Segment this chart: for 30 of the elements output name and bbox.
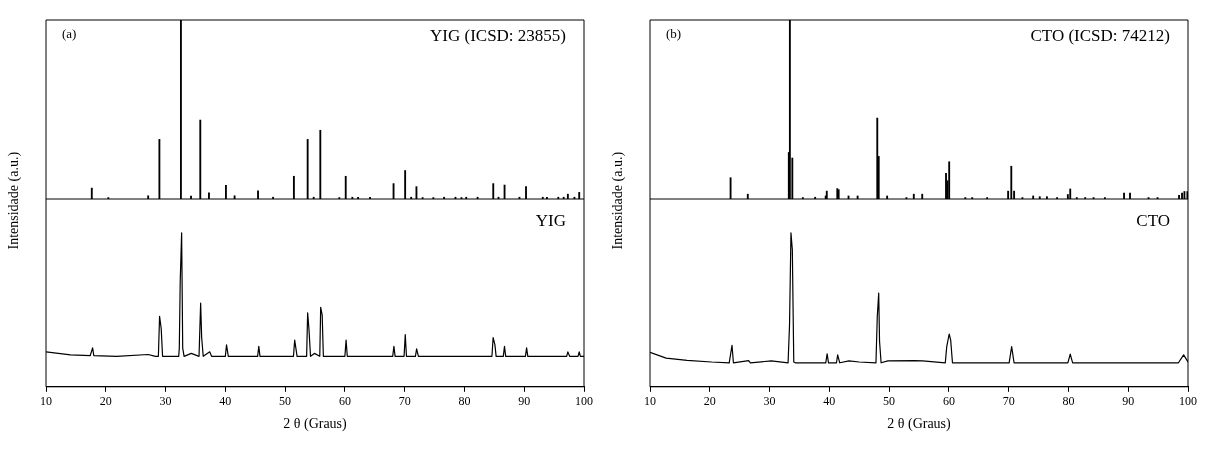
text: YIG bbox=[535, 210, 566, 230]
x-tick-label: 40 bbox=[219, 394, 232, 409]
x-tick-label: 80 bbox=[1062, 394, 1075, 409]
x-tick-label: 40 bbox=[823, 394, 836, 409]
x-tick-label: 10 bbox=[40, 394, 52, 409]
x-axis-title: 2 θ (Graus) bbox=[283, 416, 348, 433]
x-tick-label: 80 bbox=[458, 394, 471, 409]
x-tick-label: 60 bbox=[338, 394, 351, 409]
x-tick-label: 30 bbox=[159, 394, 172, 409]
x-tick-label: 90 bbox=[518, 394, 531, 409]
x-tick-label: 50 bbox=[883, 394, 896, 409]
x-tick-label: 50 bbox=[279, 394, 292, 409]
x-axis-title: 2 θ (Graus) bbox=[887, 416, 952, 433]
text: YIG (ICSD: 23855) bbox=[430, 25, 566, 45]
x-tick-label: 60 bbox=[942, 394, 955, 409]
x-tick-label: 30 bbox=[763, 394, 776, 409]
x-tick-label: 100 bbox=[575, 394, 593, 409]
y-axis-title: Intensidade (a.u.) bbox=[610, 151, 626, 250]
text: CTO (ICSD: 74212) bbox=[1030, 25, 1170, 45]
x-tick-label: 20 bbox=[703, 394, 716, 409]
x-tick-label: 70 bbox=[398, 394, 411, 409]
x-tick-label: 100 bbox=[1179, 394, 1197, 409]
x-tick-label: 10 bbox=[644, 394, 656, 409]
text: CTO bbox=[1136, 210, 1170, 230]
x-tick-label: 70 bbox=[1002, 394, 1015, 409]
x-tick-label: 90 bbox=[1122, 394, 1135, 409]
annotation: (a) bbox=[62, 25, 77, 41]
annotation: (b) bbox=[666, 25, 682, 41]
y-axis-title: Intensidade (a.u.) bbox=[6, 151, 22, 250]
x-tick-label: 20 bbox=[99, 394, 112, 409]
